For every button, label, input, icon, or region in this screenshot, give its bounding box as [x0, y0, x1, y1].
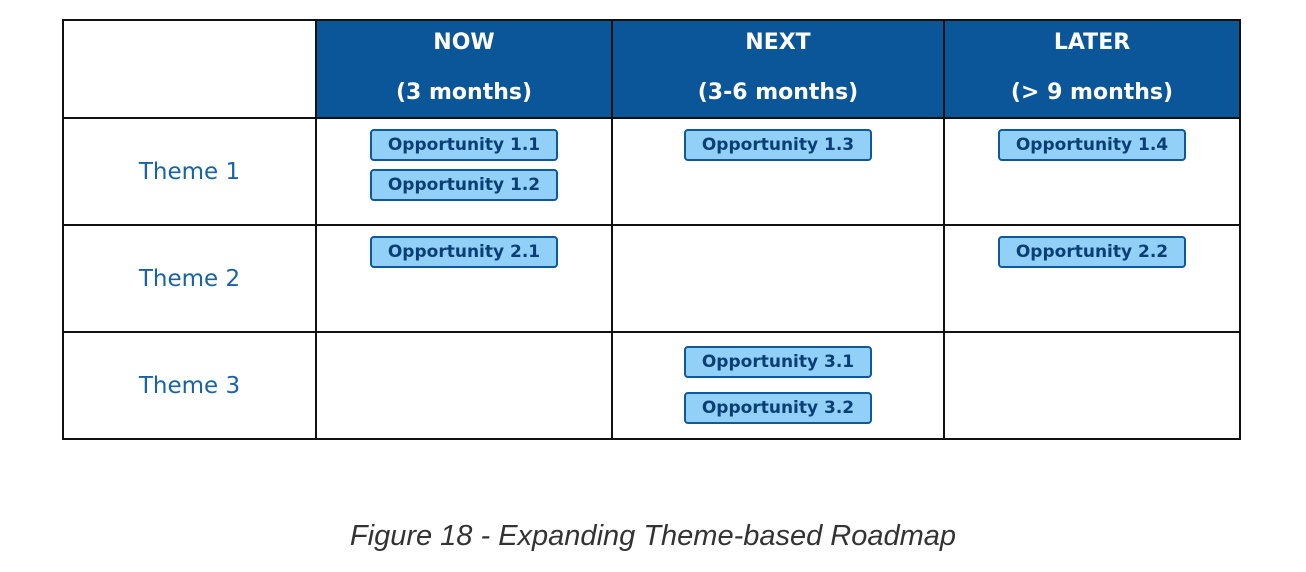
theme-cell: Theme 1	[62, 117, 317, 226]
column-name: NEXT	[745, 30, 811, 55]
column-header-now: NOW (3 months)	[315, 19, 613, 119]
roadmap-cell: Opportunity 2.1	[315, 224, 613, 333]
column-name: LATER	[1053, 30, 1131, 55]
opportunity-chip: Opportunity 1.3	[684, 129, 872, 161]
column-name: NOW	[433, 30, 495, 55]
opportunity-chip: Opportunity 2.2	[998, 236, 1186, 268]
opportunity-chip: Opportunity 1.2	[370, 169, 558, 201]
roadmap-cell: Opportunity 1.4	[943, 117, 1241, 226]
opportunity-chip: Opportunity 3.1	[684, 346, 872, 378]
roadmap-cell: Opportunity 2.2	[943, 224, 1241, 333]
opportunity-chip: Opportunity 3.2	[684, 392, 872, 424]
opportunity-chip: Opportunity 1.4	[998, 129, 1186, 161]
opportunity-list: Opportunity 1.1 Opportunity 1.2	[317, 119, 611, 201]
opportunity-chip: Opportunity 2.1	[370, 236, 558, 268]
opportunity-list: Opportunity 1.3	[613, 119, 943, 161]
opportunity-list: Opportunity 1.4	[945, 119, 1239, 161]
roadmap-cell: Opportunity 1.3	[611, 117, 945, 226]
theme-cell: Theme 2	[62, 224, 317, 333]
column-header-later: LATER (> 9 months)	[943, 19, 1241, 119]
theme-cell: Theme 3	[62, 331, 317, 440]
column-timeframe: (3-6 months)	[697, 80, 859, 105]
opportunity-list: Opportunity 2.1	[317, 226, 611, 268]
opportunity-list: Opportunity 3.1 Opportunity 3.2	[613, 333, 943, 424]
roadmap-cell: Opportunity 3.1 Opportunity 3.2	[611, 331, 945, 440]
column-timeframe: (3 months)	[395, 80, 533, 105]
corner-cell	[62, 19, 317, 119]
column-header-next: NEXT (3-6 months)	[611, 19, 945, 119]
opportunity-chip: Opportunity 1.1	[370, 129, 558, 161]
opportunity-list: Opportunity 2.2	[945, 226, 1239, 268]
theme-label: Theme 3	[138, 372, 241, 399]
roadmap-cell	[611, 224, 945, 333]
theme-label: Theme 1	[138, 158, 241, 185]
theme-row-3: Theme 3 Opportunity 3.1 Opportunity 3.2	[62, 331, 1241, 440]
figure-caption: Figure 18 - Expanding Theme-based Roadma…	[349, 520, 957, 552]
roadmap-table: NOW (3 months) NEXT (3-6 months) LATER (…	[62, 19, 1241, 440]
column-timeframe: (> 9 months)	[1010, 80, 1174, 105]
theme-row-2: Theme 2 Opportunity 2.1 Opportunity 2.2	[62, 224, 1241, 333]
theme-label: Theme 2	[138, 265, 241, 292]
theme-row-1: Theme 1 Opportunity 1.1 Opportunity 1.2 …	[62, 117, 1241, 226]
roadmap-cell	[315, 331, 613, 440]
roadmap-cell	[943, 331, 1241, 440]
roadmap-cell: Opportunity 1.1 Opportunity 1.2	[315, 117, 613, 226]
